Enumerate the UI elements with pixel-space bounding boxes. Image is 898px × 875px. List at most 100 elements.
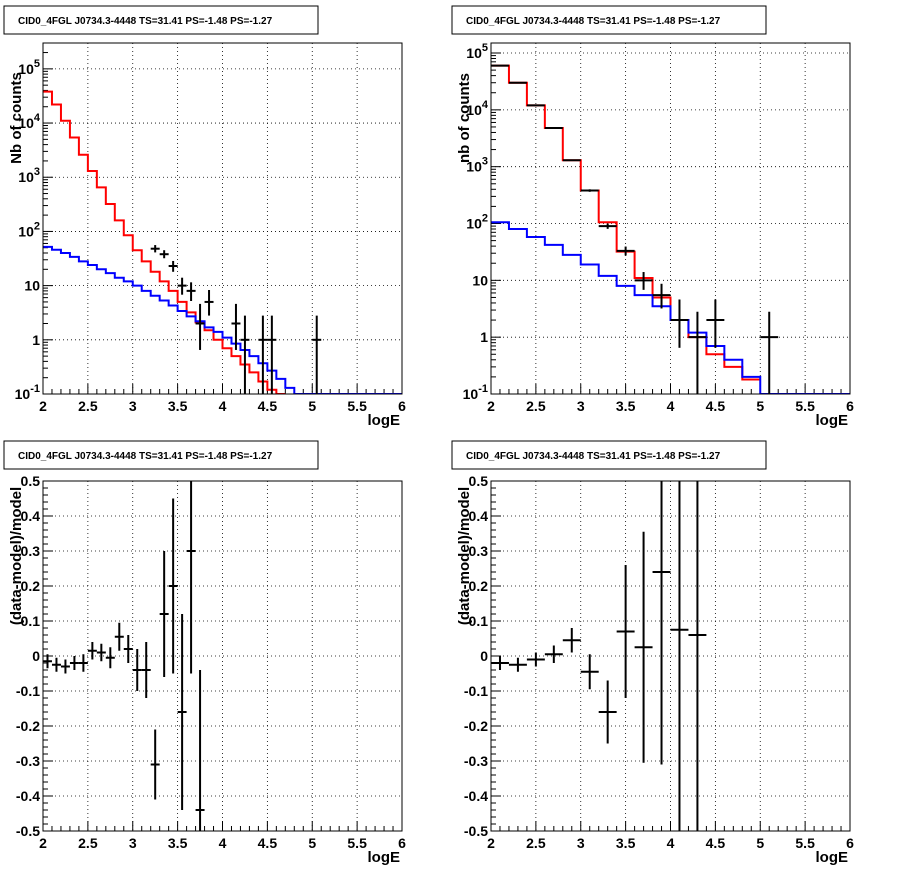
x-tick-label: 2 <box>39 835 47 851</box>
y-axis: 10-1 1 10 102 103 104 105 nb of counts <box>456 42 850 402</box>
y-axis-label: (data-model)/model <box>8 487 25 625</box>
model-histogram <box>43 90 286 394</box>
y-tick-label: 102 <box>18 220 40 239</box>
data-point <box>123 635 133 663</box>
x-tick-label: 2.5 <box>78 398 98 414</box>
data-point <box>562 159 581 162</box>
x-tick-label: 4 <box>219 835 227 851</box>
data-point <box>491 656 509 670</box>
x-tick-label: 3.5 <box>168 398 188 414</box>
series-data <box>491 64 779 394</box>
x-tick-label: 5 <box>308 398 316 414</box>
y-tick-label: 10 <box>24 278 40 294</box>
y-tick-label: -0.2 <box>464 718 488 734</box>
x-tick-label: 2 <box>39 398 47 414</box>
y-axis-label: Nb of counts <box>8 72 25 164</box>
plot-frame <box>42 480 403 832</box>
y-axis: -0.5 -0.4 -0.3 -0.2 -0.1 0 0.1 0.2 0.3 0.4 0.5(dat… <box>8 473 402 839</box>
data-point <box>580 189 599 192</box>
data-point <box>652 481 671 765</box>
y-axis: -0.5 -0.4 -0.3 -0.2 -0.1 0 0.1 0.2 0.3 0.4 0.5(dat… <box>456 473 850 839</box>
x-tick-label: 2.5 <box>526 835 546 851</box>
title-box: CID0_4FGL J0734.3-4448 TS=31.41 PS=-1.48… <box>451 440 767 470</box>
chart-title: CID0_4FGL J0734.3-4448 TS=31.41 PS=-1.48… <box>466 16 721 27</box>
x-axis-label: logE <box>368 849 401 866</box>
x-tick-label: 6 <box>398 835 406 851</box>
chart-title: CID0_4FGL J0734.3-4448 TS=31.41 PS=-1.48… <box>466 451 721 462</box>
y-tick-label: -0.1 <box>16 683 40 699</box>
data-point <box>312 315 322 394</box>
title-box: CID0_4FGL J0734.3-4448 TS=31.41 PS=-1.48… <box>3 5 319 35</box>
data-point <box>51 657 61 672</box>
x-tick-label: 2 <box>487 398 495 414</box>
data-point <box>60 659 70 674</box>
data-point <box>760 311 779 394</box>
y-tick-label: 1 <box>32 332 40 348</box>
plot-frame <box>490 42 851 395</box>
x-tick-label: 5 <box>756 398 764 414</box>
data-point <box>598 223 617 229</box>
x-tick-label: 4 <box>667 835 675 851</box>
x-tick-label: 3 <box>577 835 585 851</box>
x-tick-label: 3.5 <box>616 398 636 414</box>
y-tick-label: 104 <box>466 99 489 118</box>
x-tick-label: 4.5 <box>258 398 278 414</box>
data-point <box>508 657 527 672</box>
x-tick-label: 3 <box>129 835 137 851</box>
chart-title: CID0_4FGL J0734.3-4448 TS=31.41 PS=-1.48… <box>18 451 273 462</box>
plot-area <box>43 481 205 831</box>
plot-area <box>43 90 402 394</box>
x-tick-label: 2 <box>487 835 495 851</box>
y-tick-label: 0.2 <box>469 578 489 594</box>
title-box: CID0_4FGL J0734.3-4448 TS=31.41 PS=-1.48… <box>451 5 767 35</box>
series-model <box>43 90 286 394</box>
data-point <box>670 481 689 831</box>
y-tick-label: -0.5 <box>464 823 488 839</box>
chart-title: CID0_4FGL J0734.3-4448 TS=31.41 PS=-1.48… <box>18 16 273 27</box>
y-tick-label: 0.2 <box>21 578 41 594</box>
model-histogram <box>491 64 761 381</box>
series-background <box>491 221 850 394</box>
y-tick-label: 1 <box>480 329 488 345</box>
data-point <box>168 498 178 674</box>
y-tick-label: 104 <box>18 112 41 131</box>
series-residuals <box>43 481 205 831</box>
y-tick-label: 102 <box>466 213 488 232</box>
data-point <box>78 654 88 672</box>
plot-area <box>491 481 707 831</box>
y-tick-label: 0.3 <box>21 543 41 559</box>
y-tick-label: -0.1 <box>464 683 488 699</box>
data-point <box>598 680 617 744</box>
data-point <box>688 481 707 831</box>
data-point <box>526 652 545 667</box>
data-point <box>96 643 106 662</box>
y-tick-label: 0.1 <box>21 613 41 629</box>
x-tick-label: 5 <box>308 835 316 851</box>
x-tick-label: 3 <box>577 398 585 414</box>
data-point <box>652 283 671 309</box>
x-tick-label: 4.5 <box>706 398 726 414</box>
y-tick-label: 0 <box>480 648 488 664</box>
x-tick-label: 6 <box>846 835 854 851</box>
y-tick-label: 0.1 <box>469 613 489 629</box>
data-point <box>195 670 205 831</box>
data-point <box>544 126 563 129</box>
x-tick-label: 3 <box>129 398 137 414</box>
series-background <box>43 245 402 394</box>
plot-frame <box>490 480 851 832</box>
counts-panel-left: CID0_4FGL J0734.3-4448 TS=31.41 PS=-1.48… <box>3 5 406 429</box>
series-data <box>150 245 322 394</box>
x-tick-label: 5.5 <box>795 835 815 851</box>
data-point <box>580 654 599 690</box>
data-point <box>195 303 205 350</box>
x-tick-label: 5.5 <box>795 398 815 414</box>
x-tick-label: 4 <box>219 398 227 414</box>
data-point <box>634 272 653 290</box>
y-tick-label: 105 <box>466 42 488 61</box>
data-point <box>132 649 142 691</box>
y-tick-label: -0.3 <box>464 753 488 769</box>
